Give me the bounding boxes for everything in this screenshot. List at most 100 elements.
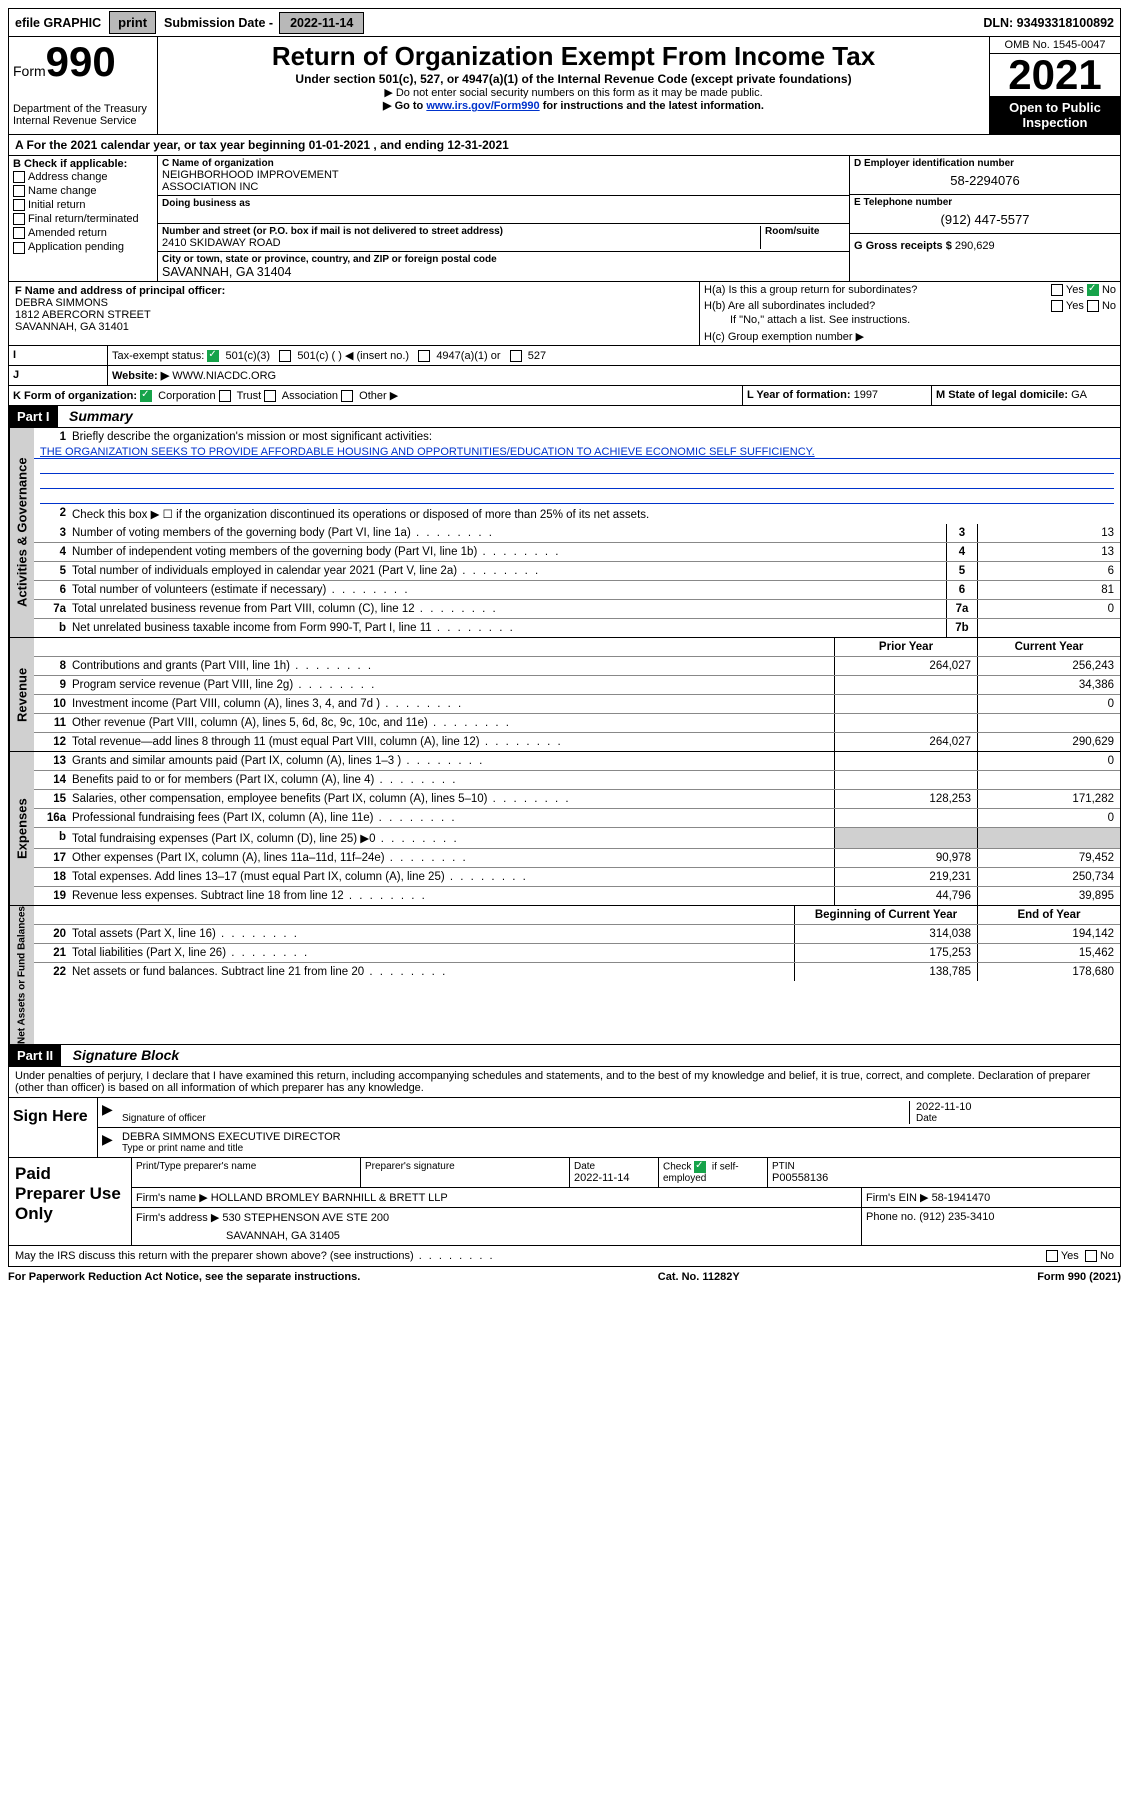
- chk-initial-return[interactable]: Initial return: [13, 198, 153, 212]
- open-public-badge: Open to Public Inspection: [990, 96, 1120, 134]
- net-assets-block: Net Assets or Fund Balances Beginning of…: [8, 906, 1121, 1045]
- print-button[interactable]: print: [109, 11, 156, 34]
- header-right: OMB No. 1545-0047 2021 Open to Public In…: [990, 37, 1120, 134]
- efile-label: efile GRAPHIC: [9, 16, 107, 30]
- submission-date-label: Submission Date -: [158, 16, 279, 30]
- part1-header: Part I Summary: [8, 406, 1121, 428]
- expense-line: 16aProfessional fundraising fees (Part I…: [34, 809, 1120, 828]
- chk-name-change[interactable]: Name change: [13, 184, 153, 198]
- expense-line: 19Revenue less expenses. Subtract line 1…: [34, 887, 1120, 905]
- mission-blank-1: [40, 459, 1114, 474]
- vert-net: Net Assets or Fund Balances: [9, 906, 34, 1044]
- row-j: J Website: ▶ WWW.NIACDC.ORG: [8, 366, 1121, 386]
- header-left: Form990 Department of the Treasury Inter…: [9, 37, 158, 134]
- phone: (912) 447-5577: [854, 208, 1116, 231]
- box-f: F Name and address of principal officer:…: [9, 282, 699, 345]
- mission-text: THE ORGANIZATION SEEKS TO PROVIDE AFFORD…: [34, 446, 1120, 459]
- gov-line: 6Total number of volunteers (estimate if…: [34, 581, 1120, 600]
- net-line: 22Net assets or fund balances. Subtract …: [34, 963, 1120, 981]
- street-address: 2410 SKIDAWAY ROAD: [162, 237, 760, 249]
- revenue-line: 9Program service revenue (Part VIII, lin…: [34, 676, 1120, 695]
- header-mid: Return of Organization Exempt From Incom…: [158, 37, 990, 134]
- irs-link[interactable]: www.irs.gov/Form990: [426, 100, 539, 112]
- box-c: C Name of organization NEIGHBORHOOD IMPR…: [158, 156, 849, 281]
- expense-line: 17Other expenses (Part IX, column (A), l…: [34, 849, 1120, 868]
- part2-header: Part II Signature Block: [8, 1045, 1121, 1067]
- chk-corp[interactable]: [140, 390, 152, 402]
- vert-governance: Activities & Governance: [9, 428, 34, 637]
- vert-expenses: Expenses: [9, 752, 34, 905]
- gov-line: 3Number of voting members of the governi…: [34, 524, 1120, 543]
- mission-blank-2: [40, 474, 1114, 489]
- hb-yes-no[interactable]: Yes No: [1051, 300, 1116, 312]
- tax-year: 2021: [990, 54, 1120, 96]
- chk-final-return[interactable]: Final return/terminated: [13, 212, 153, 226]
- officer-name: DEBRA SIMMONS EXECUTIVE DIRECTOR: [122, 1131, 1116, 1143]
- gov-line: 4Number of independent voting members of…: [34, 543, 1120, 562]
- revenue-block: Revenue Prior Year Current Year 8Contrib…: [8, 638, 1121, 752]
- revenue-line: 11Other revenue (Part VIII, column (A), …: [34, 714, 1120, 733]
- form-990-number: 990: [46, 38, 116, 85]
- sign-date: 2022-11-10: [916, 1101, 1116, 1113]
- arrow-icon: ▶: [102, 1131, 122, 1154]
- revenue-line: 8Contributions and grants (Part VIII, li…: [34, 657, 1120, 676]
- org-name-1: NEIGHBORHOOD IMPROVEMENT: [162, 169, 845, 181]
- chk-501c3[interactable]: [207, 350, 219, 362]
- form-word: Form: [13, 63, 46, 79]
- top-bar: efile GRAPHIC print Submission Date - 20…: [8, 8, 1121, 37]
- firm-ein: 58-1941470: [932, 1192, 991, 1204]
- line-a: A For the 2021 calendar year, or tax yea…: [8, 135, 1121, 156]
- city-state-zip: SAVANNAH, GA 31404: [162, 265, 845, 279]
- box-d-e-g: D Employer identification number 58-2294…: [849, 156, 1120, 281]
- dept-treasury: Department of the Treasury: [13, 103, 153, 115]
- activities-governance-block: Activities & Governance 1 Briefly descri…: [8, 428, 1121, 638]
- discuss-row: May the IRS discuss this return with the…: [8, 1246, 1121, 1267]
- ein: 58-2294076: [854, 169, 1116, 192]
- gov-line: 7aTotal unrelated business revenue from …: [34, 600, 1120, 619]
- vert-revenue: Revenue: [9, 638, 34, 751]
- section-fh: F Name and address of principal officer:…: [8, 282, 1121, 346]
- form-title: Return of Organization Exempt From Incom…: [162, 41, 985, 72]
- gov-line: bNet unrelated business taxable income f…: [34, 619, 1120, 637]
- expense-line: 14Benefits paid to or for members (Part …: [34, 771, 1120, 790]
- firm-name: HOLLAND BROMLEY BARNHILL & BRETT LLP: [211, 1192, 448, 1204]
- revenue-line: 12Total revenue—add lines 8 through 11 (…: [34, 733, 1120, 751]
- section-bcd: B Check if applicable: Address change Na…: [8, 156, 1121, 282]
- prep-phone: (912) 235-3410: [919, 1211, 994, 1223]
- ptin: P00558136: [772, 1172, 1116, 1184]
- irs-label: Internal Revenue Service: [13, 115, 153, 127]
- ha-yes-no[interactable]: Yes No: [1051, 284, 1116, 296]
- mission-blank-3: [40, 489, 1114, 504]
- form-sub3: ▶ Go to www.irs.gov/Form990 for instruct…: [162, 99, 985, 112]
- chk-app-pending[interactable]: Application pending: [13, 240, 153, 254]
- row-klm: K Form of organization: Corporation Trus…: [8, 386, 1121, 406]
- hc-group-exemption: H(c) Group exemption number ▶: [700, 328, 1120, 345]
- net-line: 21Total liabilities (Part X, line 26)175…: [34, 944, 1120, 963]
- perjury-declaration: Under penalties of perjury, I declare th…: [8, 1067, 1121, 1098]
- form-sub2: ▶ Do not enter social security numbers o…: [162, 86, 985, 99]
- expenses-block: Expenses 13Grants and similar amounts pa…: [8, 752, 1121, 906]
- revenue-line: 10Investment income (Part VIII, column (…: [34, 695, 1120, 714]
- gov-line: 5Total number of individuals employed in…: [34, 562, 1120, 581]
- submission-date: 2022-11-14: [279, 12, 364, 34]
- chk-amended[interactable]: Amended return: [13, 226, 153, 240]
- discuss-yes-no[interactable]: Yes No: [1046, 1250, 1114, 1262]
- expense-line: 15Salaries, other compensation, employee…: [34, 790, 1120, 809]
- expense-line: 13Grants and similar amounts paid (Part …: [34, 752, 1120, 771]
- website: WWW.NIACDC.ORG: [172, 370, 276, 382]
- expense-line: bTotal fundraising expenses (Part IX, co…: [34, 828, 1120, 849]
- form-header: Form990 Department of the Treasury Inter…: [8, 37, 1121, 135]
- box-h: H(a) Is this a group return for subordin…: [699, 282, 1120, 345]
- arrow-icon: ▶: [102, 1101, 122, 1124]
- org-name-2: ASSOCIATION INC: [162, 181, 845, 193]
- sign-here-block: Sign Here ▶ Signature of officer 2022-11…: [8, 1098, 1121, 1158]
- chk-self-employed[interactable]: [694, 1161, 706, 1173]
- net-line: 20Total assets (Part X, line 16)314,0381…: [34, 925, 1120, 944]
- form-sub1: Under section 501(c), 527, or 4947(a)(1)…: [162, 72, 985, 86]
- box-b: B Check if applicable: Address change Na…: [9, 156, 158, 281]
- footer: For Paperwork Reduction Act Notice, see …: [8, 1267, 1121, 1283]
- paid-preparer-block: Paid Preparer Use Only Print/Type prepar…: [8, 1158, 1121, 1246]
- chk-address-change[interactable]: Address change: [13, 170, 153, 184]
- row-i: I Tax-exempt status: 501(c)(3) 501(c) ( …: [8, 346, 1121, 366]
- gross-receipts: 290,629: [955, 240, 995, 252]
